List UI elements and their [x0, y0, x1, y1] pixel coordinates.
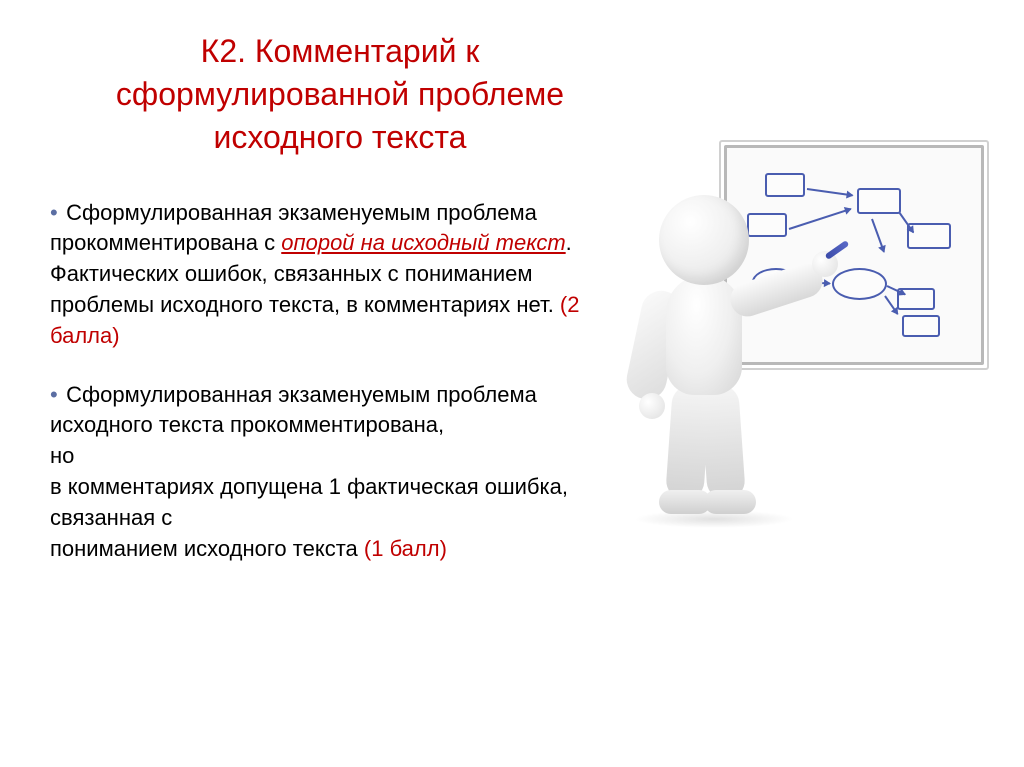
title-line: исходного текста: [214, 119, 467, 155]
diagram-oval: [832, 268, 887, 300]
figure-foot: [704, 490, 756, 514]
slide-title: К2. Комментарий к сформулированной пробл…: [80, 30, 600, 160]
p1-link: опорой на исходный текст: [281, 230, 565, 255]
p2-line4: пониманием исходного текста: [50, 536, 364, 561]
figure-leg: [700, 384, 746, 501]
paragraph-2: • Сформулированная экзаменуемым проблема…: [50, 380, 580, 565]
bullet-icon: •: [50, 380, 60, 411]
figure-head: [659, 195, 749, 285]
p2-line1: Сформулированная экзаменуемым проблема и…: [50, 382, 537, 438]
p2-line3: в комментариях допущена 1 фактическая ош…: [50, 474, 568, 530]
diagram-arrow: [807, 188, 853, 196]
paragraph-1: • Сформулированная экзаменуемым проблема…: [50, 198, 580, 352]
diagram-arrow: [871, 219, 885, 253]
diagram-box: [857, 188, 901, 214]
content-area: • Сформулированная экзаменуемым проблема…: [50, 198, 580, 565]
title-line: сформулированной проблеме: [116, 76, 564, 112]
bullet-icon: •: [50, 198, 60, 229]
diagram-box: [902, 315, 940, 337]
p2-line2: но: [50, 443, 74, 468]
diagram-box: [765, 173, 805, 197]
illustration: [604, 135, 984, 515]
p1-line2: Фактических ошибок, связанных с понимани…: [50, 261, 560, 317]
figure-hand: [639, 393, 665, 419]
title-line: К2. Комментарий к: [201, 33, 480, 69]
p2-score: (1 балл): [364, 536, 447, 561]
slide: К2. Комментарий к сформулированной пробл…: [0, 0, 1024, 767]
figure-3d: [604, 195, 804, 525]
p1-tail: .: [566, 230, 572, 255]
